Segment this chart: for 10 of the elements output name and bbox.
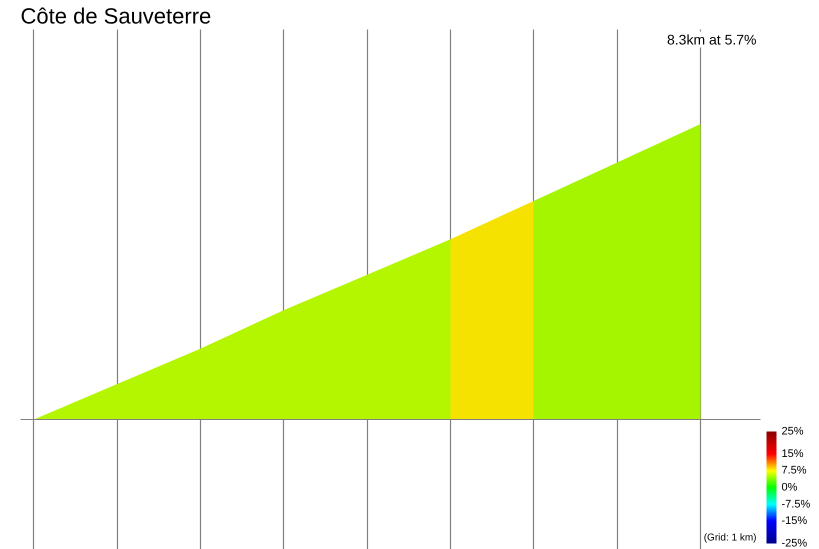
chart-title: Côte de Sauveterre bbox=[20, 4, 212, 28]
color-bar-label: -7.5% bbox=[782, 498, 810, 510]
color-bar-label: 25% bbox=[782, 426, 804, 438]
color-bar-label: 15% bbox=[782, 448, 804, 460]
text: 8.3km at 5.7% bbox=[667, 32, 757, 48]
color-bar-label: -25% bbox=[782, 538, 808, 549]
text: (Grid: 1 km) bbox=[704, 532, 757, 544]
color-bar-label: -15% bbox=[782, 515, 808, 528]
color-bar-label: 0% bbox=[782, 482, 798, 494]
color-bar-label: 7.5% bbox=[782, 464, 807, 477]
